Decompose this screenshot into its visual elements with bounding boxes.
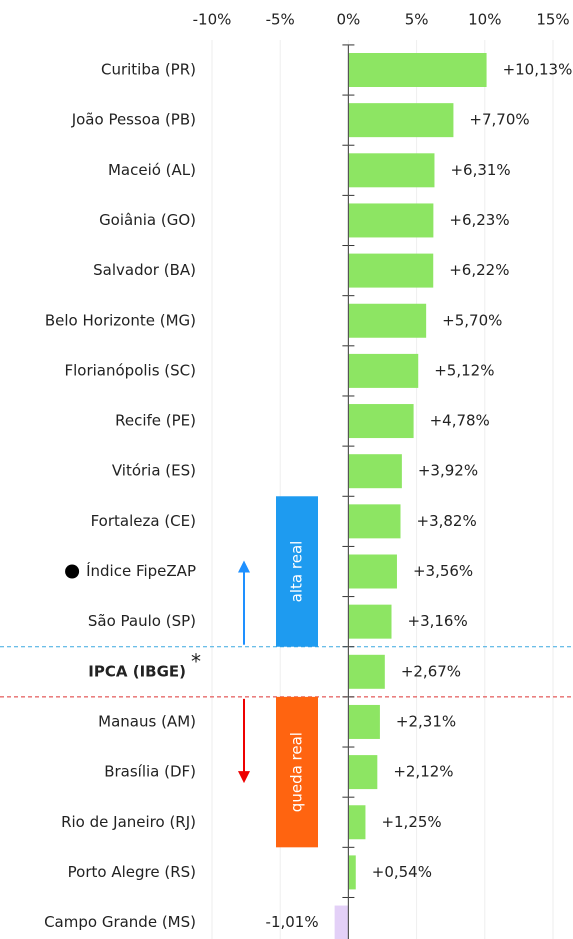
data-label: +3,92% xyxy=(418,462,478,480)
data-label: +1,25% xyxy=(381,813,441,831)
bar xyxy=(348,404,414,439)
bar xyxy=(348,504,401,539)
data-label: +5,70% xyxy=(442,311,502,329)
bar xyxy=(348,755,378,790)
bar xyxy=(348,654,385,689)
annotation-box xyxy=(276,696,318,848)
bar xyxy=(348,303,427,338)
bar xyxy=(334,905,349,939)
data-label: +3,82% xyxy=(417,512,477,530)
y-tick-label: IPCA (IBGE) xyxy=(88,662,186,680)
data-label: +7,70% xyxy=(469,111,529,129)
x-tick-label: -5% xyxy=(266,11,295,29)
data-label: -1,01% xyxy=(266,913,319,931)
data-label: +3,16% xyxy=(408,612,468,630)
data-label: +5,12% xyxy=(434,361,494,379)
data-label: +0,54% xyxy=(372,863,432,881)
bar xyxy=(348,103,454,138)
y-tick-label: Curitiba (PR) xyxy=(101,61,196,79)
bar xyxy=(348,203,434,238)
y-tick-label: Índice FipeZAP xyxy=(86,561,196,580)
annotation: alta real xyxy=(288,541,306,603)
data-label: +2,31% xyxy=(396,712,456,730)
y-tick-label: João Pessoa (PB) xyxy=(71,111,196,129)
bar xyxy=(348,855,356,890)
legend-bullet xyxy=(65,564,80,579)
data-label: +3,56% xyxy=(413,562,473,580)
bar xyxy=(348,704,380,739)
y-tick-label: Belo Horizonte (MG) xyxy=(45,311,196,329)
bar xyxy=(348,454,402,489)
x-tick-label: 15% xyxy=(536,11,569,29)
bar xyxy=(348,554,397,589)
bar xyxy=(348,805,366,840)
data-label: +6,22% xyxy=(449,261,509,279)
annotation-box xyxy=(276,496,318,647)
reference-mark: * xyxy=(191,649,201,673)
y-tick-label: Manaus (AM) xyxy=(98,712,196,730)
bar xyxy=(348,253,434,288)
y-tick-label: Recife (PE) xyxy=(115,412,196,430)
y-tick-label: Fortaleza (CE) xyxy=(91,512,196,530)
bar xyxy=(348,153,435,188)
y-tick-label: Porto Alegre (RS) xyxy=(68,863,196,881)
data-label: +10,13% xyxy=(503,61,573,79)
data-label: +6,23% xyxy=(449,211,509,229)
data-label: +2,67% xyxy=(401,662,461,680)
bar xyxy=(348,353,419,388)
x-tick-label: 5% xyxy=(405,11,429,29)
data-label: +4,78% xyxy=(430,412,490,430)
y-tick-label: Campo Grande (MS) xyxy=(44,913,196,931)
data-label: +6,31% xyxy=(450,161,510,179)
y-tick-label: Vitória (ES) xyxy=(112,462,196,480)
y-tick-label: Rio de Janeiro (RJ) xyxy=(61,813,196,831)
bar xyxy=(348,53,487,87)
y-tick-label: Salvador (BA) xyxy=(93,261,196,279)
x-tick-label: 0% xyxy=(337,11,361,29)
data-label: +2,12% xyxy=(393,763,453,781)
y-tick-label: São Paulo (SP) xyxy=(88,612,196,630)
x-tick-label: -10% xyxy=(193,11,232,29)
y-tick-label: Maceió (AL) xyxy=(108,161,196,179)
y-tick-label: Florianópolis (SC) xyxy=(65,361,197,379)
y-tick-label: Goiânia (GO) xyxy=(99,211,196,229)
annotation: queda real xyxy=(288,732,306,812)
bar xyxy=(348,604,392,639)
x-tick-label: 10% xyxy=(468,11,501,29)
y-tick-label: Brasília (DF) xyxy=(104,763,196,781)
